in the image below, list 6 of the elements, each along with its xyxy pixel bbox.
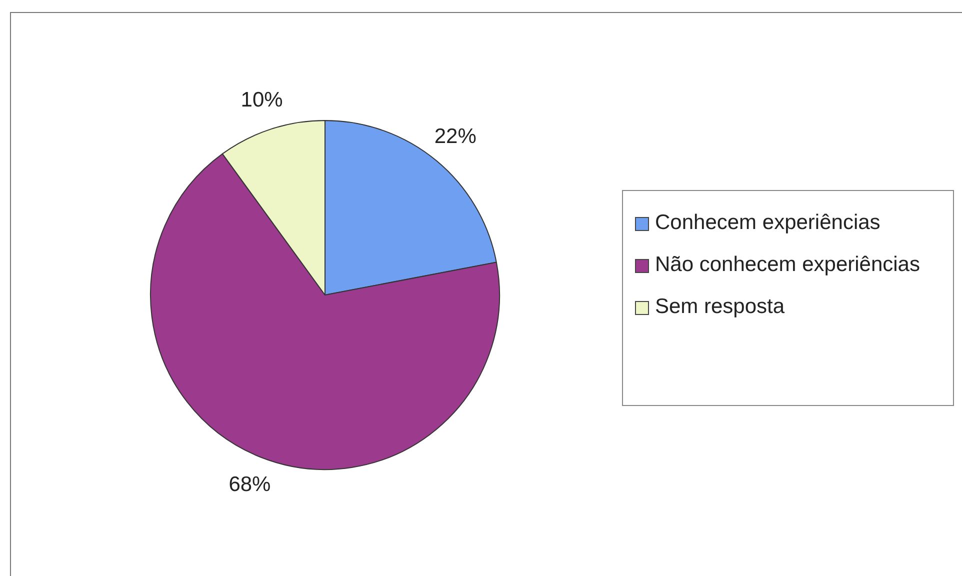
data-label: 22% (434, 125, 476, 148)
legend-label: Sem resposta (655, 294, 786, 320)
data-label: 68% (228, 472, 271, 496)
data-label: 10% (240, 88, 283, 112)
legend-label: Conhecem experiências (655, 210, 882, 236)
legend-label: Não conhecem experiências (655, 252, 921, 278)
